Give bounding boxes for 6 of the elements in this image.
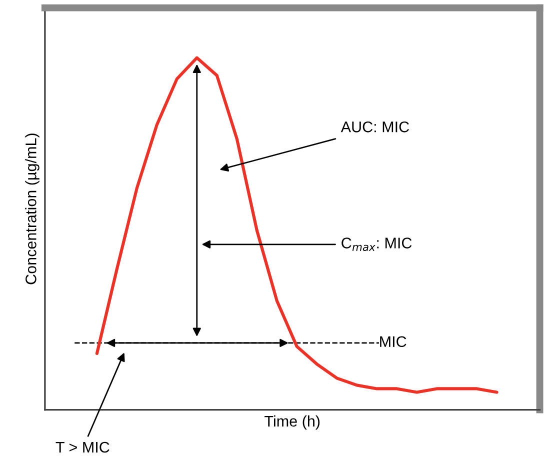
x-axis-title: Time (h) [264,415,320,430]
text: T > MIC [56,442,110,453]
annotation: AUC: MIC [340,122,410,132]
ref-line-label: MIC [380,336,406,348]
y-axis-title: Concentration (µg/mL) [25,134,40,284]
annotation: C$_{max}$: MIC [342,238,412,251]
